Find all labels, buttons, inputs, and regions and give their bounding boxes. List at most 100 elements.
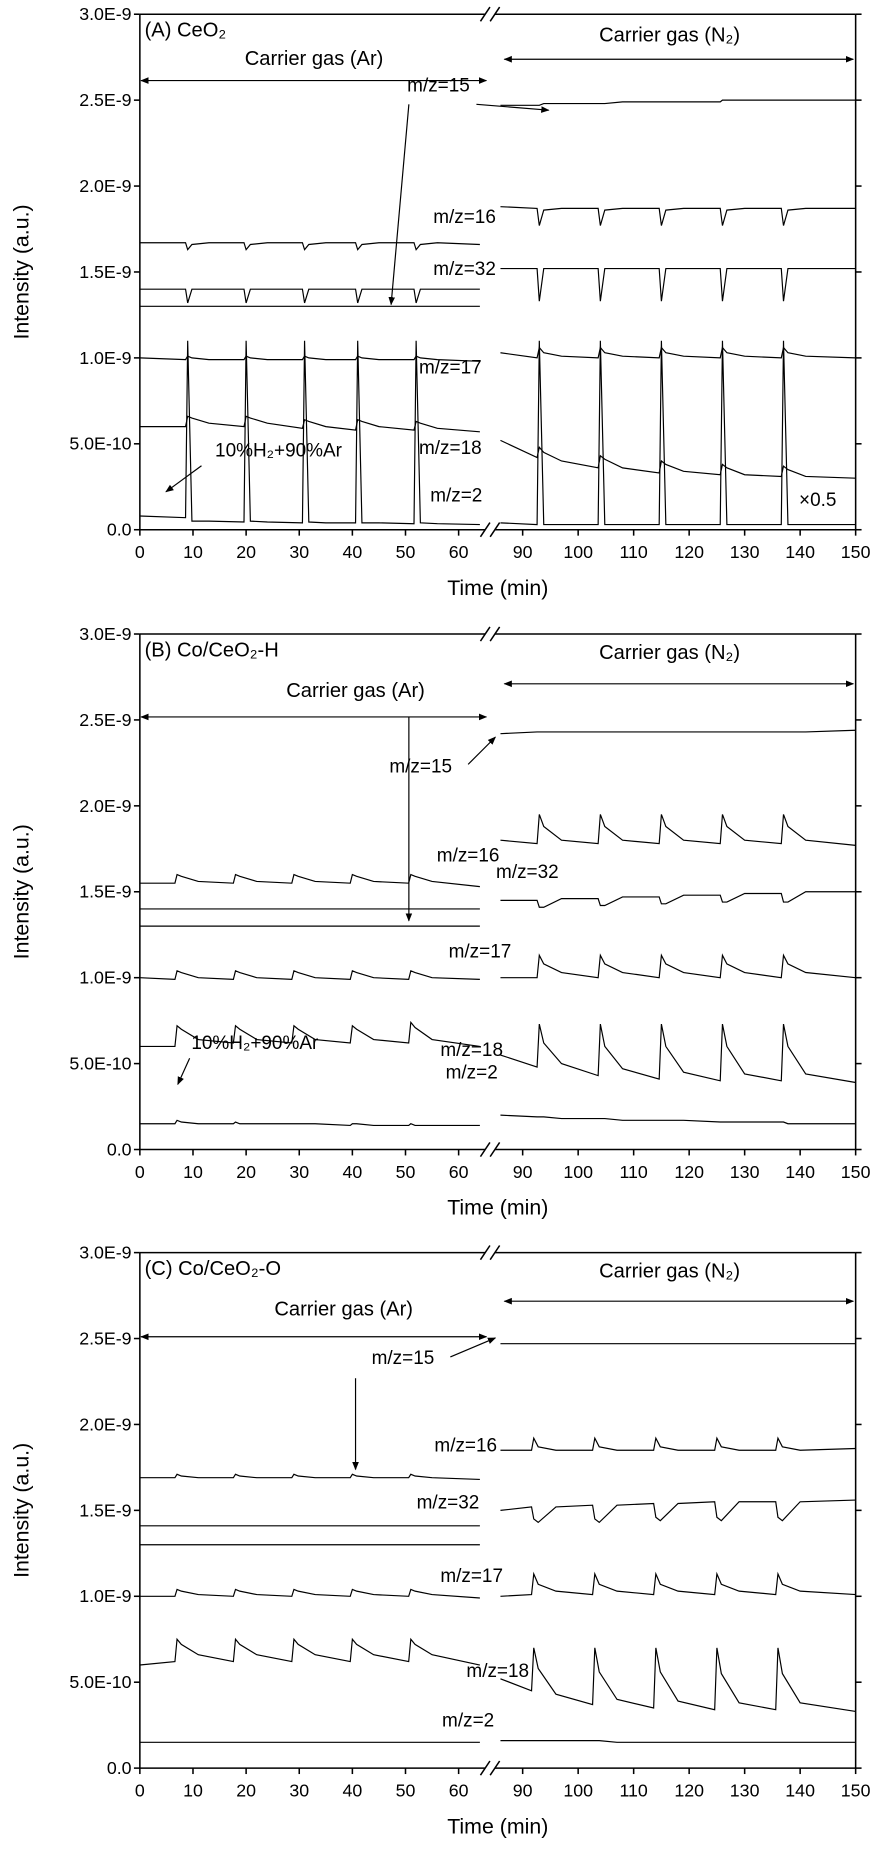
x-axis-label: Time (min) (447, 576, 548, 600)
series-label: m/z=32 (417, 1493, 480, 1514)
series-line (139, 729, 856, 927)
annotation: Carrier gas (N₂) (599, 642, 740, 664)
y-tick-label: 1.0E-9 (79, 348, 131, 368)
x-tick-label: 150 (841, 1781, 871, 1801)
y-tick-label: 2.5E-9 (79, 710, 131, 730)
series-line (139, 891, 856, 910)
series-label: m/z=17 (419, 357, 482, 378)
x-axis-label: Time (min) (447, 1814, 548, 1838)
x-tick-label: 40 (342, 1781, 362, 1801)
x-tick-label: 0 (135, 1162, 145, 1182)
x-tick-label: 90 (513, 1162, 533, 1182)
x-tick-label: 20 (236, 1162, 256, 1182)
x-tick-label: 40 (342, 542, 362, 562)
x-tick-label: 30 (289, 1162, 309, 1182)
series-label: m/z=2 (446, 1062, 498, 1083)
series-label: m/z=15 (372, 1348, 435, 1369)
x-tick-label: 60 (449, 1162, 469, 1182)
x-tick-label: 150 (841, 542, 871, 562)
axis-break (479, 1245, 491, 1261)
series-line (139, 1436, 856, 1481)
series-label: m/z=18 (419, 438, 482, 459)
x-tick-label: 60 (449, 542, 469, 562)
x-tick-label: 140 (785, 1781, 815, 1801)
series-label: m/z=16 (434, 1436, 497, 1457)
panel: 0.0 5.0E-10 1.0E-9 1.5E-9 2.0E-9 2.5E-9 3.0E-9… (9, 624, 870, 1220)
x-tick-label: 40 (342, 1162, 362, 1182)
x-tick-label: 110 (619, 1781, 647, 1801)
y-axis-label: Intensity (a.u.) (9, 1443, 33, 1578)
y-tick-label: 2.0E-9 (79, 176, 131, 196)
annotation-arrow (476, 103, 550, 113)
x-tick-label: 20 (236, 542, 256, 562)
x-tick-label: 130 (730, 1162, 760, 1182)
series-line (139, 1020, 856, 1084)
y-tick-label: 1.0E-9 (79, 1586, 131, 1606)
y-tick-label: 2.5E-9 (79, 90, 131, 110)
series-line (139, 206, 856, 251)
x-tick-label: 110 (619, 1162, 647, 1182)
annotation: Carrier gas (Ar) (274, 1298, 413, 1320)
y-tick-label: 1.0E-9 (79, 968, 131, 988)
x-tick-label: 0 (135, 1781, 145, 1801)
series-line (139, 340, 856, 526)
axis-break (479, 626, 491, 642)
y-tick-label: 0.0 (107, 1139, 132, 1159)
x-tick-label: 30 (289, 542, 309, 562)
series-label: m/z=32 (433, 259, 496, 280)
x-tick-label: 50 (396, 1781, 416, 1801)
series-line (139, 953, 856, 981)
panel: 0.0 5.0E-10 1.0E-9 1.5E-9 2.0E-9 2.5E-9 3.0E-9… (9, 4, 870, 600)
series-label: m/z=17 (440, 1566, 503, 1587)
y-tick-label: 5.0E-10 (69, 1672, 131, 1692)
x-axis-label: Time (min) (447, 1196, 548, 1220)
x-tick-label: 10 (183, 542, 203, 562)
annotation: Carrier gas (Ar) (245, 48, 384, 70)
axis-break (489, 1245, 501, 1261)
y-tick-label: 0.0 (107, 1758, 132, 1778)
annotation: 10%H₂+90%Ar (215, 440, 342, 461)
annotation-arrow (165, 465, 202, 493)
y-tick-label: 1.5E-9 (79, 262, 131, 282)
annotation-arrow (450, 1337, 497, 1358)
series-label: m/z=15 (407, 75, 470, 96)
y-tick-label: 2.0E-9 (79, 796, 131, 816)
series-label: m/z=32 (496, 862, 559, 883)
axis-break (489, 626, 501, 642)
x-tick-label: 90 (513, 1781, 533, 1801)
annotation: Carrier gas (Ar) (286, 680, 425, 702)
x-tick-label: 10 (183, 1162, 203, 1182)
annotation: 10%H₂+90%Ar (191, 1033, 318, 1054)
y-tick-label: 5.0E-10 (69, 434, 131, 454)
axis-break (489, 1760, 501, 1776)
panel-title: (B) Co/CeO₂-H (145, 640, 279, 662)
x-tick-label: 130 (730, 1781, 760, 1801)
annotation-arrow (388, 104, 410, 306)
x-tick-label: 100 (563, 1781, 593, 1801)
y-axis-label: Intensity (a.u.) (9, 204, 33, 339)
series-line (139, 814, 856, 888)
x-tick-label: 150 (841, 1162, 871, 1182)
axis-break (489, 6, 501, 22)
x-tick-label: 0 (135, 542, 145, 562)
axis-break (479, 6, 491, 22)
x-tick-label: 60 (449, 1781, 469, 1801)
x-tick-label: 120 (674, 542, 704, 562)
axis-break (479, 1760, 491, 1776)
x-tick-label: 140 (785, 542, 815, 562)
annotation: ×0.5 (799, 490, 836, 511)
axis-break (489, 522, 501, 538)
x-tick-label: 20 (236, 1781, 256, 1801)
y-tick-label: 0.0 (107, 520, 132, 540)
x-tick-label: 30 (289, 1781, 309, 1801)
y-tick-label: 1.5E-9 (79, 1500, 131, 1520)
series-line (139, 346, 856, 362)
x-tick-label: 140 (785, 1162, 815, 1182)
panel-title: (A) CeO₂ (145, 20, 227, 42)
series-line (139, 99, 856, 307)
y-axis-label: Intensity (a.u.) (9, 824, 33, 959)
series-line (139, 1637, 856, 1713)
annotation-arrow (177, 1058, 191, 1086)
x-tick-label: 100 (563, 1162, 593, 1182)
